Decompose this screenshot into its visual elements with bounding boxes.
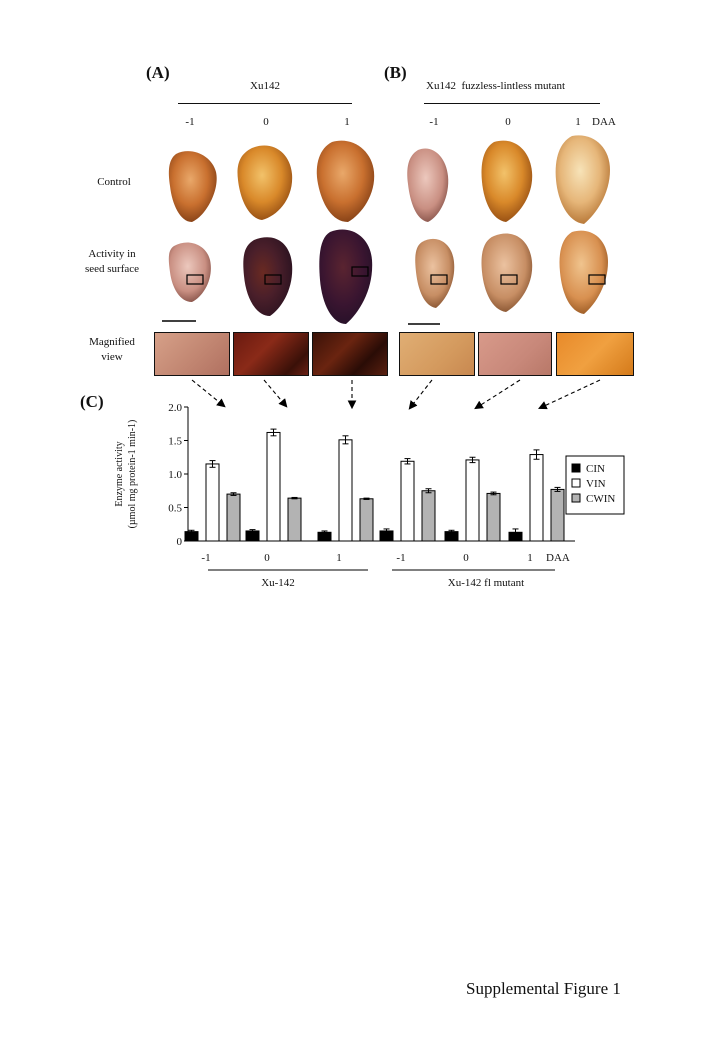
x-tick-label: -1 <box>396 552 405 564</box>
panel-a-label: (A) <box>146 63 170 82</box>
bar-vin <box>400 460 415 542</box>
magnified-view-b2 <box>478 332 552 376</box>
magnified-view-a3 <box>312 332 388 376</box>
panel-a-title: Xu142 <box>250 80 280 92</box>
enzyme-activity-chart: 0 0.5 1.0 1.5 2.0 Enzyme activity (µmol mg pro… <box>114 402 625 589</box>
legend-swatch <box>571 463 581 473</box>
legend-swatch <box>571 478 581 488</box>
panel-b-label: (B) <box>384 63 407 82</box>
legend-label: CWIN <box>586 493 615 505</box>
panel-b-title: Xu142 fuzzless-lintless mutant <box>426 80 566 92</box>
x-tick-label: 1 <box>527 552 533 564</box>
bar-cwin <box>550 488 565 542</box>
panel-a-day-1: -1 <box>185 116 195 128</box>
panel-b-day-2: 0 <box>505 116 511 128</box>
y-tick-label: 1.5 <box>168 436 182 448</box>
legend-label: CIN <box>586 463 605 475</box>
bar-vin <box>529 454 544 542</box>
row-label-magnified: Magnified view <box>89 336 135 363</box>
x-tick-label: -1 <box>201 552 210 564</box>
panel-b-day-unit: DAA <box>592 116 616 128</box>
magnify-arrows <box>191 379 601 410</box>
x-tick-label: 1 <box>336 552 342 564</box>
y-tick-label: 1.0 <box>168 469 182 481</box>
y-tick-label: 0 <box>177 536 183 548</box>
panel-c-label: (C) <box>80 392 104 411</box>
x-tick-label: 0 <box>463 552 469 564</box>
group-label: Xu-142 <box>261 577 295 589</box>
bar-vin <box>338 439 353 542</box>
panel-a-day-3: 1 <box>344 116 350 128</box>
bar-cwin <box>287 497 302 542</box>
bar-vin <box>465 459 480 542</box>
x-tick-label: 0 <box>264 552 270 564</box>
y-tick-label: 2.0 <box>168 402 182 414</box>
panel-a-bracket <box>178 103 352 104</box>
figure-caption: Supplemental Figure 1 <box>466 979 621 998</box>
x-unit-label: DAA <box>546 552 570 564</box>
magnified-view-a2 <box>233 332 309 376</box>
panel-b-bracket <box>424 103 600 104</box>
row-label-activity: Activity in seed surface <box>84 248 140 275</box>
bar-cwin <box>226 493 241 542</box>
y-axis-label: Enzyme activity (µmol mg protein-1 min-1) <box>114 420 138 529</box>
magnified-view-b3 <box>556 332 634 376</box>
bar-cwin <box>421 490 436 542</box>
panel-b-day-1: -1 <box>429 116 439 128</box>
bar-cwin <box>486 492 501 542</box>
bar-cwin <box>359 498 374 542</box>
group-label: Xu-142 fl mutant <box>448 577 524 589</box>
panel-b-day-3: 1 <box>575 116 581 128</box>
magnified-view-b1 <box>399 332 475 376</box>
panel-a-day-2: 0 <box>263 116 269 128</box>
bar-vin <box>205 463 220 542</box>
legend-label: VIN <box>586 478 606 490</box>
legend-swatch <box>571 493 581 503</box>
y-tick-label: 0.5 <box>168 503 182 515</box>
seed-photos <box>162 135 610 325</box>
magnified-view-a1 <box>154 332 230 376</box>
row-label-control: Control <box>97 176 131 188</box>
bar-vin <box>266 431 281 542</box>
